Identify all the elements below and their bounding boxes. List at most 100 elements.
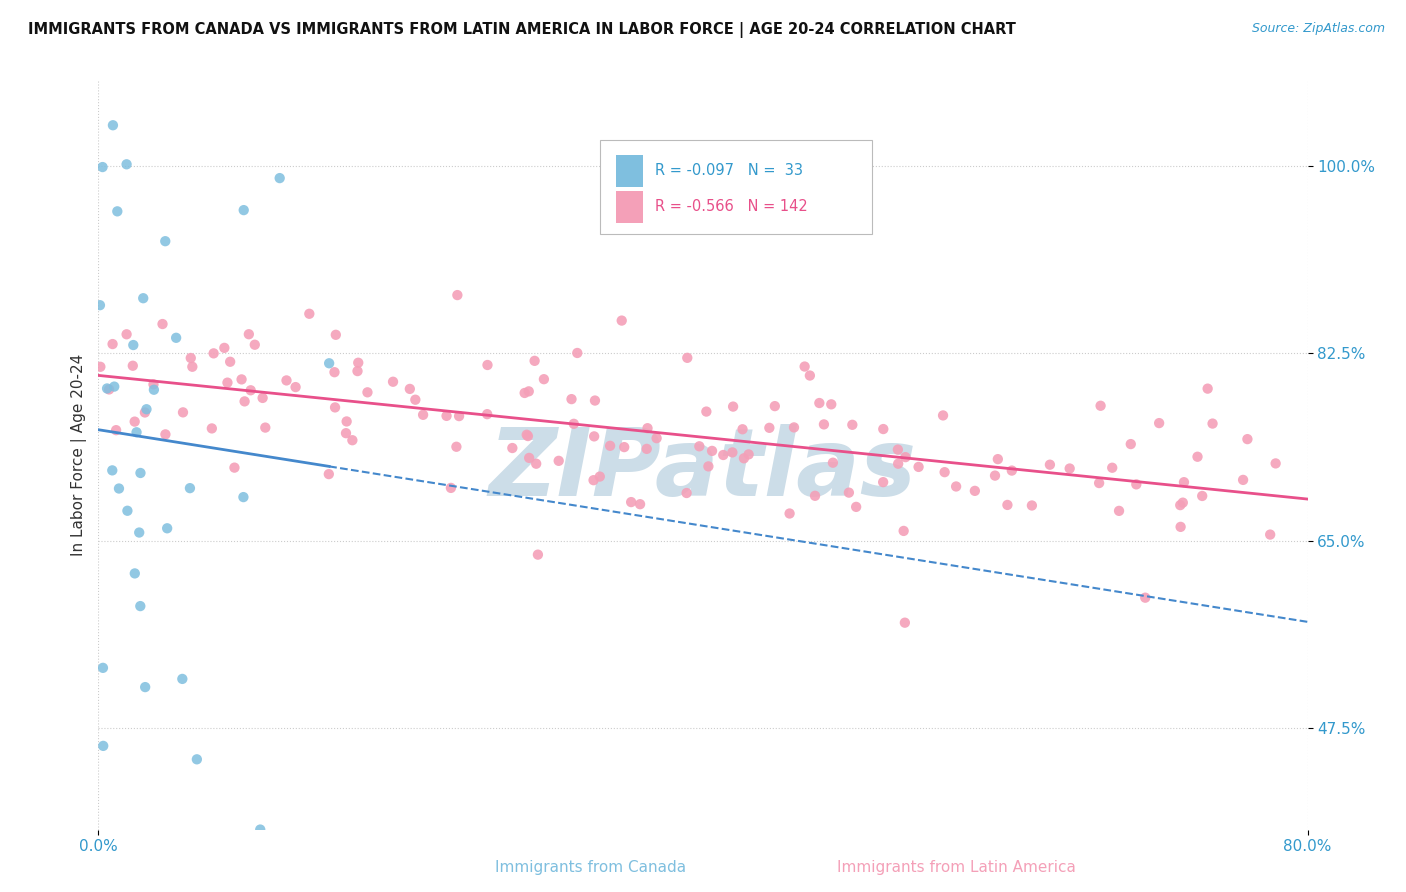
Point bbox=[779, 507, 801, 521]
Point bbox=[132, 291, 155, 305]
Point bbox=[516, 427, 538, 442]
Point bbox=[1001, 464, 1024, 478]
Point bbox=[89, 298, 111, 312]
Point bbox=[695, 404, 717, 418]
Point bbox=[129, 599, 152, 613]
Point bbox=[567, 346, 589, 360]
Point bbox=[252, 391, 274, 405]
Point bbox=[517, 384, 540, 399]
Point bbox=[1125, 477, 1147, 491]
Text: IMMIGRANTS FROM CANADA VS IMMIGRANTS FROM LATIN AMERICA IN LABOR FORCE | AGE 20-: IMMIGRANTS FROM CANADA VS IMMIGRANTS FRO… bbox=[28, 22, 1017, 38]
Point bbox=[645, 431, 668, 445]
Point bbox=[233, 394, 256, 409]
Point bbox=[763, 399, 786, 413]
Point bbox=[219, 355, 242, 369]
Point bbox=[1187, 450, 1209, 464]
Point bbox=[527, 548, 550, 562]
Point bbox=[232, 490, 254, 504]
Point bbox=[1197, 382, 1219, 396]
Point bbox=[945, 479, 967, 493]
Point bbox=[115, 327, 138, 342]
Point bbox=[135, 402, 157, 417]
Point bbox=[894, 450, 917, 465]
Point bbox=[91, 739, 114, 753]
Point bbox=[152, 317, 174, 331]
Point bbox=[232, 203, 254, 218]
Point bbox=[513, 386, 536, 401]
Point bbox=[1108, 504, 1130, 518]
Point bbox=[446, 440, 468, 454]
Point bbox=[547, 454, 569, 468]
Point bbox=[91, 661, 114, 675]
Point bbox=[224, 460, 246, 475]
Point bbox=[172, 405, 194, 419]
Point bbox=[799, 368, 821, 383]
Point bbox=[165, 331, 187, 345]
Point bbox=[934, 465, 956, 479]
Point bbox=[793, 359, 815, 374]
Point bbox=[101, 463, 124, 477]
Point bbox=[318, 356, 340, 370]
Point bbox=[524, 457, 547, 471]
Point bbox=[398, 382, 420, 396]
Point bbox=[1021, 499, 1043, 513]
Point bbox=[186, 752, 208, 766]
Point bbox=[336, 414, 359, 428]
Point bbox=[155, 234, 177, 248]
Point bbox=[108, 482, 131, 496]
Point bbox=[440, 481, 463, 495]
Point bbox=[1191, 489, 1213, 503]
Point bbox=[96, 381, 118, 395]
Point bbox=[323, 401, 346, 415]
Point bbox=[89, 359, 111, 374]
Point bbox=[583, 429, 606, 443]
Point bbox=[239, 384, 262, 398]
Point bbox=[436, 409, 458, 423]
Point bbox=[347, 356, 370, 370]
Point bbox=[155, 427, 177, 442]
Point bbox=[477, 358, 499, 372]
Point bbox=[202, 346, 225, 360]
Point bbox=[128, 525, 150, 540]
Point bbox=[172, 672, 194, 686]
Point bbox=[101, 337, 124, 351]
Point bbox=[1039, 458, 1062, 472]
Point bbox=[115, 157, 138, 171]
Point bbox=[124, 415, 146, 429]
Point bbox=[254, 420, 277, 434]
Text: ZIPatlas: ZIPatlas bbox=[489, 424, 917, 516]
Point bbox=[134, 680, 156, 694]
Point bbox=[323, 365, 346, 379]
Text: Source: ZipAtlas.com: Source: ZipAtlas.com bbox=[1251, 22, 1385, 36]
Point bbox=[987, 452, 1010, 467]
Point bbox=[243, 337, 266, 351]
Point bbox=[808, 396, 831, 410]
Point bbox=[201, 421, 224, 435]
Point bbox=[523, 354, 546, 368]
Point bbox=[1119, 437, 1142, 451]
Point bbox=[1264, 457, 1286, 471]
Point bbox=[129, 466, 152, 480]
Point bbox=[181, 359, 204, 374]
Point bbox=[180, 351, 202, 365]
Point bbox=[1101, 460, 1123, 475]
Point bbox=[533, 372, 555, 386]
Point bbox=[412, 408, 434, 422]
Point bbox=[217, 376, 239, 390]
Point bbox=[628, 497, 651, 511]
FancyBboxPatch shape bbox=[616, 155, 643, 186]
Point bbox=[963, 483, 986, 498]
Point bbox=[1173, 475, 1195, 490]
Point bbox=[356, 385, 378, 400]
Point bbox=[907, 459, 929, 474]
Point bbox=[721, 400, 744, 414]
Point bbox=[298, 307, 321, 321]
Point bbox=[697, 459, 720, 474]
Point bbox=[1171, 496, 1194, 510]
Point bbox=[342, 434, 364, 448]
Point bbox=[804, 489, 827, 503]
Point bbox=[932, 409, 955, 423]
Point bbox=[449, 409, 471, 423]
Point bbox=[124, 566, 146, 581]
Point bbox=[335, 426, 357, 441]
